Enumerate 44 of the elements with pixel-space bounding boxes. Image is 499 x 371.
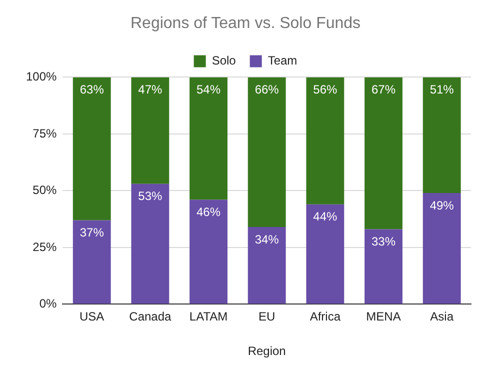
x-tick-label: LATAM <box>189 310 228 324</box>
bar <box>248 227 286 304</box>
data-label: 37% <box>80 226 104 240</box>
x-tick-label: USA <box>80 310 104 324</box>
bar <box>190 200 228 304</box>
data-label: 46% <box>196 205 221 220</box>
x-tick-label: Asia <box>430 310 454 324</box>
x-tick-label: Africa <box>310 310 341 324</box>
data-label: 67% <box>371 82 396 97</box>
legend-label: Team <box>268 54 298 68</box>
data-label: 44% <box>313 210 338 224</box>
x-tick-label: Canada <box>129 310 172 324</box>
data-label: 47% <box>138 82 163 97</box>
data-label: 56% <box>313 82 338 97</box>
bar <box>131 184 170 304</box>
x-tick-label: EU <box>258 310 276 324</box>
bar <box>190 77 228 200</box>
bar <box>422 192 461 304</box>
data-label: 54% <box>196 82 221 97</box>
bar <box>306 77 344 204</box>
y-tick-label: 0% <box>39 296 58 311</box>
data-label: 49% <box>430 198 454 212</box>
y-tick-label: 100% <box>26 70 58 84</box>
x-axis-title: Region <box>248 344 286 358</box>
bar <box>72 220 111 304</box>
data-label: 34% <box>254 232 280 246</box>
bar <box>422 77 461 193</box>
data-label: 53% <box>138 189 163 204</box>
bar <box>131 77 170 184</box>
data-label: 33% <box>371 234 396 249</box>
bar <box>248 77 286 228</box>
x-tick-label: MENA <box>366 310 401 324</box>
bar <box>364 77 402 230</box>
y-tick-label: 50% <box>32 183 58 198</box>
data-label: 63% <box>80 82 104 97</box>
y-tick-label: 25% <box>32 240 58 254</box>
bar <box>364 229 402 304</box>
legend-label: Solo <box>212 54 236 68</box>
chart-title: Regions of Team vs. Solo Funds <box>130 15 361 32</box>
bar <box>306 204 344 304</box>
bar <box>72 77 111 220</box>
y-tick-label: 75% <box>32 126 58 140</box>
data-label: 66% <box>254 82 280 97</box>
data-label: 51% <box>430 82 454 97</box>
